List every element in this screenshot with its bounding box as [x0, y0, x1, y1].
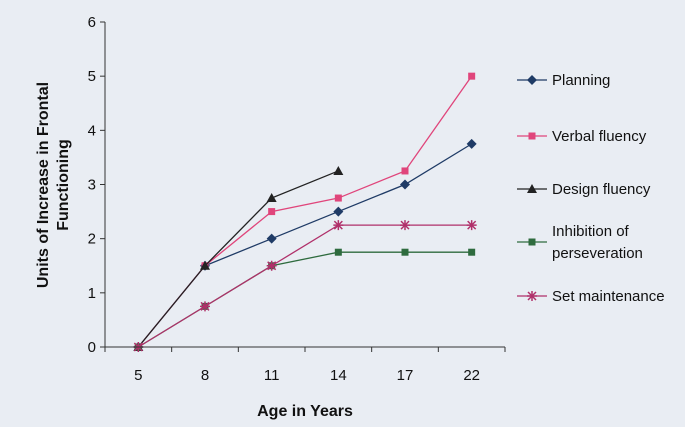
- y-tick-label: 3: [88, 177, 96, 194]
- legend-label: Verbal fluency: [552, 128, 647, 145]
- data-point-inhibition-of-perseveration: [334, 248, 342, 256]
- legend-label: Inhibition of: [552, 223, 630, 240]
- legend-item-verbal-fluency: Verbal fluency: [517, 128, 647, 145]
- data-point-set-maintenance: [200, 301, 210, 312]
- legend-swatch-marker: [527, 184, 537, 193]
- data-point-design-fluency: [333, 165, 344, 175]
- data-point-design-fluency: [266, 193, 277, 203]
- legend-swatch-marker: [527, 291, 537, 301]
- legend-swatch-marker: [527, 75, 537, 85]
- x-tick-label: 22: [463, 367, 480, 384]
- data-point-inhibition-of-perseveration: [468, 248, 476, 256]
- legend-swatch-marker: [528, 238, 536, 246]
- legend-item-design-fluency: Design fluency: [517, 181, 651, 198]
- legend: Planning Verbal fluency Design fluency Inhi…: [517, 72, 665, 305]
- y-tick-label: 2: [88, 231, 96, 248]
- y-tick-label: 5: [88, 68, 96, 85]
- legend-item-planning: Planning: [517, 72, 610, 89]
- data-point-planning: [400, 179, 410, 190]
- legend-label: Set maintenance: [552, 288, 665, 305]
- data-point-set-maintenance: [466, 220, 477, 231]
- y-tick-label: 6: [88, 14, 96, 31]
- x-tick-label: 5: [134, 367, 142, 384]
- x-tick-label: 8: [201, 367, 209, 384]
- data-point-verbal-fluency: [268, 208, 276, 216]
- data-point-design-fluency: [200, 260, 210, 270]
- series-line-inhibition-of-perseveration: [137, 251, 472, 348]
- series-line-set-maintenance: [137, 224, 472, 348]
- legend-item-inhibition-of-perseveration: Inhibition of perseveration: [517, 223, 643, 262]
- plot-area: [133, 72, 477, 352]
- x-tick-label: 14: [330, 367, 347, 384]
- data-point-planning: [266, 233, 277, 244]
- y-axis-title-line-2: Functioning: [55, 139, 72, 231]
- data-point-verbal-fluency: [334, 194, 342, 202]
- y-tick-label: 1: [88, 285, 96, 302]
- legend-item-set-maintenance: Set maintenance: [517, 288, 665, 305]
- y-tick-label: 0: [88, 339, 96, 356]
- axes: 0 1 2 3 4 5 6 5 8 11 14 17 22: [88, 14, 506, 384]
- x-axis-title: Age in Years: [257, 403, 353, 420]
- y-axis-title: Units of Increase in Frontal Functioning: [35, 82, 72, 288]
- y-axis-title-line-1: Units of Increase in Frontal: [35, 82, 52, 288]
- data-point-planning: [333, 206, 344, 217]
- legend-label: perseveration: [552, 245, 643, 262]
- data-point-verbal-fluency: [468, 72, 476, 80]
- data-point-set-maintenance: [333, 220, 344, 231]
- legend-swatch-marker: [528, 132, 536, 140]
- y-tick-label: 4: [88, 122, 96, 139]
- data-point-set-maintenance: [266, 260, 277, 271]
- data-point-inhibition-of-perseveration: [401, 248, 409, 256]
- legend-label: Design fluency: [552, 181, 651, 198]
- data-point-set-maintenance: [400, 220, 410, 231]
- x-tick-label: 17: [397, 367, 414, 384]
- legend-label: Planning: [552, 72, 610, 89]
- data-point-verbal-fluency: [401, 167, 409, 175]
- x-tick-label: 11: [264, 367, 280, 384]
- data-point-planning: [466, 138, 477, 149]
- series-line-design-fluency: [137, 170, 339, 348]
- series-line-verbal-fluency: [137, 75, 473, 348]
